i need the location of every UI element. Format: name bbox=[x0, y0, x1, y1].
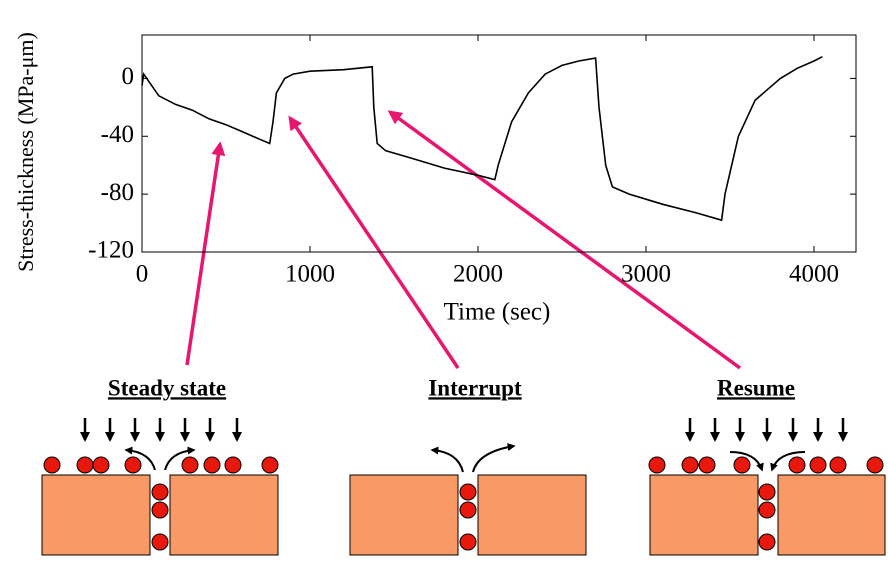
y-tick-label: -80 bbox=[101, 179, 134, 206]
y-tick-label: 0 bbox=[122, 63, 135, 90]
data-line bbox=[142, 57, 822, 221]
plot-frame bbox=[142, 35, 856, 252]
y-tick-label: -120 bbox=[88, 237, 134, 264]
x-tick-label: 2000 bbox=[453, 261, 503, 288]
pointer-arrow bbox=[187, 144, 220, 365]
figure: Stress-thickness (MPa-μm) Time (sec) Ste… bbox=[0, 0, 888, 561]
y-axis-label: Stress-thickness (MPa-μm) bbox=[13, 32, 38, 272]
x-tick-label: 3000 bbox=[621, 261, 671, 288]
panel-label: Interrupt bbox=[428, 375, 522, 400]
y-tick-label: -40 bbox=[101, 121, 134, 148]
x-tick-label: 4000 bbox=[789, 261, 839, 288]
pointer-arrow bbox=[390, 112, 740, 368]
x-axis-label: Time (sec) bbox=[444, 299, 551, 326]
pointer-arrow bbox=[290, 118, 458, 368]
panel-label: Resume bbox=[717, 375, 795, 400]
x-tick-label: 0 bbox=[136, 261, 149, 288]
interrupt-diagram bbox=[350, 446, 586, 555]
resume-diagram bbox=[649, 418, 885, 555]
x-tick-label: 1000 bbox=[285, 261, 335, 288]
panel-label: Steady state bbox=[108, 375, 226, 400]
steady-state-diagram bbox=[42, 418, 278, 555]
